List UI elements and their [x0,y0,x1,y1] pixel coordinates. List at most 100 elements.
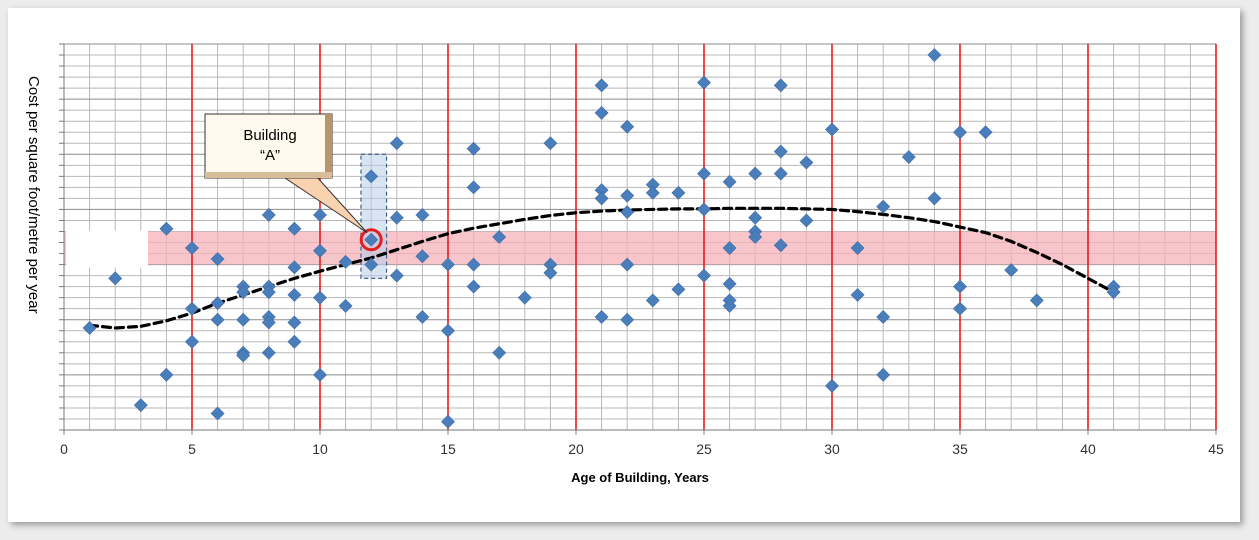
data-point [261,285,276,300]
data-point [722,276,737,291]
data-point [1029,293,1044,308]
x-tick-label: 25 [696,441,712,457]
data-point [850,241,865,255]
data-point [1004,263,1019,278]
building-a-callout: Building “A” [204,113,383,252]
x-tick-label: 35 [952,441,968,457]
data-point [748,230,763,244]
data-point [389,268,404,283]
data-point [210,296,225,311]
data-point [773,78,788,93]
data-point [927,191,942,206]
data-point [338,254,353,269]
data-point [287,287,302,302]
data-point [415,310,430,324]
data-point [492,345,507,360]
data-points [82,48,1121,429]
data-point [978,125,993,140]
highlight-band [64,231,1216,265]
data-point [364,257,379,272]
data-point [1106,285,1121,300]
data-point [287,260,302,275]
callout-box-bottom [205,172,332,178]
x-tick-label: 40 [1080,441,1096,457]
data-point [313,367,327,382]
data-point [313,243,327,258]
data-point [850,287,865,302]
axes [59,43,1217,435]
data-point [722,174,737,189]
data-point [799,213,814,228]
x-tick-label: 20 [568,441,584,457]
data-point [236,285,251,300]
data-point [108,271,123,286]
data-point [594,78,609,93]
callout-ring [359,228,383,252]
data-point [185,334,199,349]
data-point [313,208,327,222]
callout-box-edge [325,114,332,178]
data-point [620,188,635,203]
data-point [697,75,711,90]
data-point [364,169,379,184]
data-point [876,199,891,214]
data-point [773,238,788,253]
data-point [236,312,251,327]
data-point [210,252,225,266]
data-point [338,299,353,313]
data-point [876,367,891,382]
data-point [415,208,430,222]
x-tick-label: 15 [440,441,456,457]
data-point [748,210,763,225]
data-point [287,334,302,349]
data-point [287,221,302,236]
scatter-chart: Building “A” 0 5 10 15 20 25 30 35 40 45 Age of Bu… [59,43,1224,485]
data-point [185,241,199,255]
x-tick-label: 5 [188,441,196,457]
y-axis-label: Cost per square foot/metre per year [25,76,42,314]
data-point [620,312,635,327]
data-point [492,230,507,244]
data-point [466,257,481,272]
x-tick-label: 10 [312,441,328,457]
data-point [441,414,455,429]
data-point [236,348,251,363]
data-point [671,185,686,200]
data-point [927,48,942,62]
data-point [594,106,609,120]
x-tick-label: 30 [824,441,840,457]
data-point [799,155,814,170]
data-point [594,310,609,324]
data-point [671,282,686,297]
data-point [466,279,481,294]
data-point [133,398,148,413]
data-point [953,279,967,294]
x-tick-label: 0 [60,441,68,457]
data-point [185,301,199,316]
data-point [697,202,711,217]
callout-box [204,113,333,179]
data-point [645,185,660,200]
highlight-band-layer [64,230,1216,268]
data-point [722,241,737,255]
data-point [441,323,455,338]
data-point [773,144,788,159]
data-point [389,210,404,225]
data-point [313,290,327,305]
data-point [953,125,967,140]
data-point [543,265,558,280]
data-point [620,205,635,220]
data-point [441,257,455,272]
callout-label-line2: “A” [260,147,280,164]
data-point [748,166,763,181]
data-point [543,136,558,151]
data-point [261,315,276,330]
data-point [466,141,481,156]
data-point [159,367,174,382]
data-point [466,180,481,195]
data-point [953,301,967,316]
data-point [210,406,225,421]
data-point [722,299,737,313]
major-gridlines [191,44,1217,430]
x-tick-label: 45 [1208,441,1224,457]
